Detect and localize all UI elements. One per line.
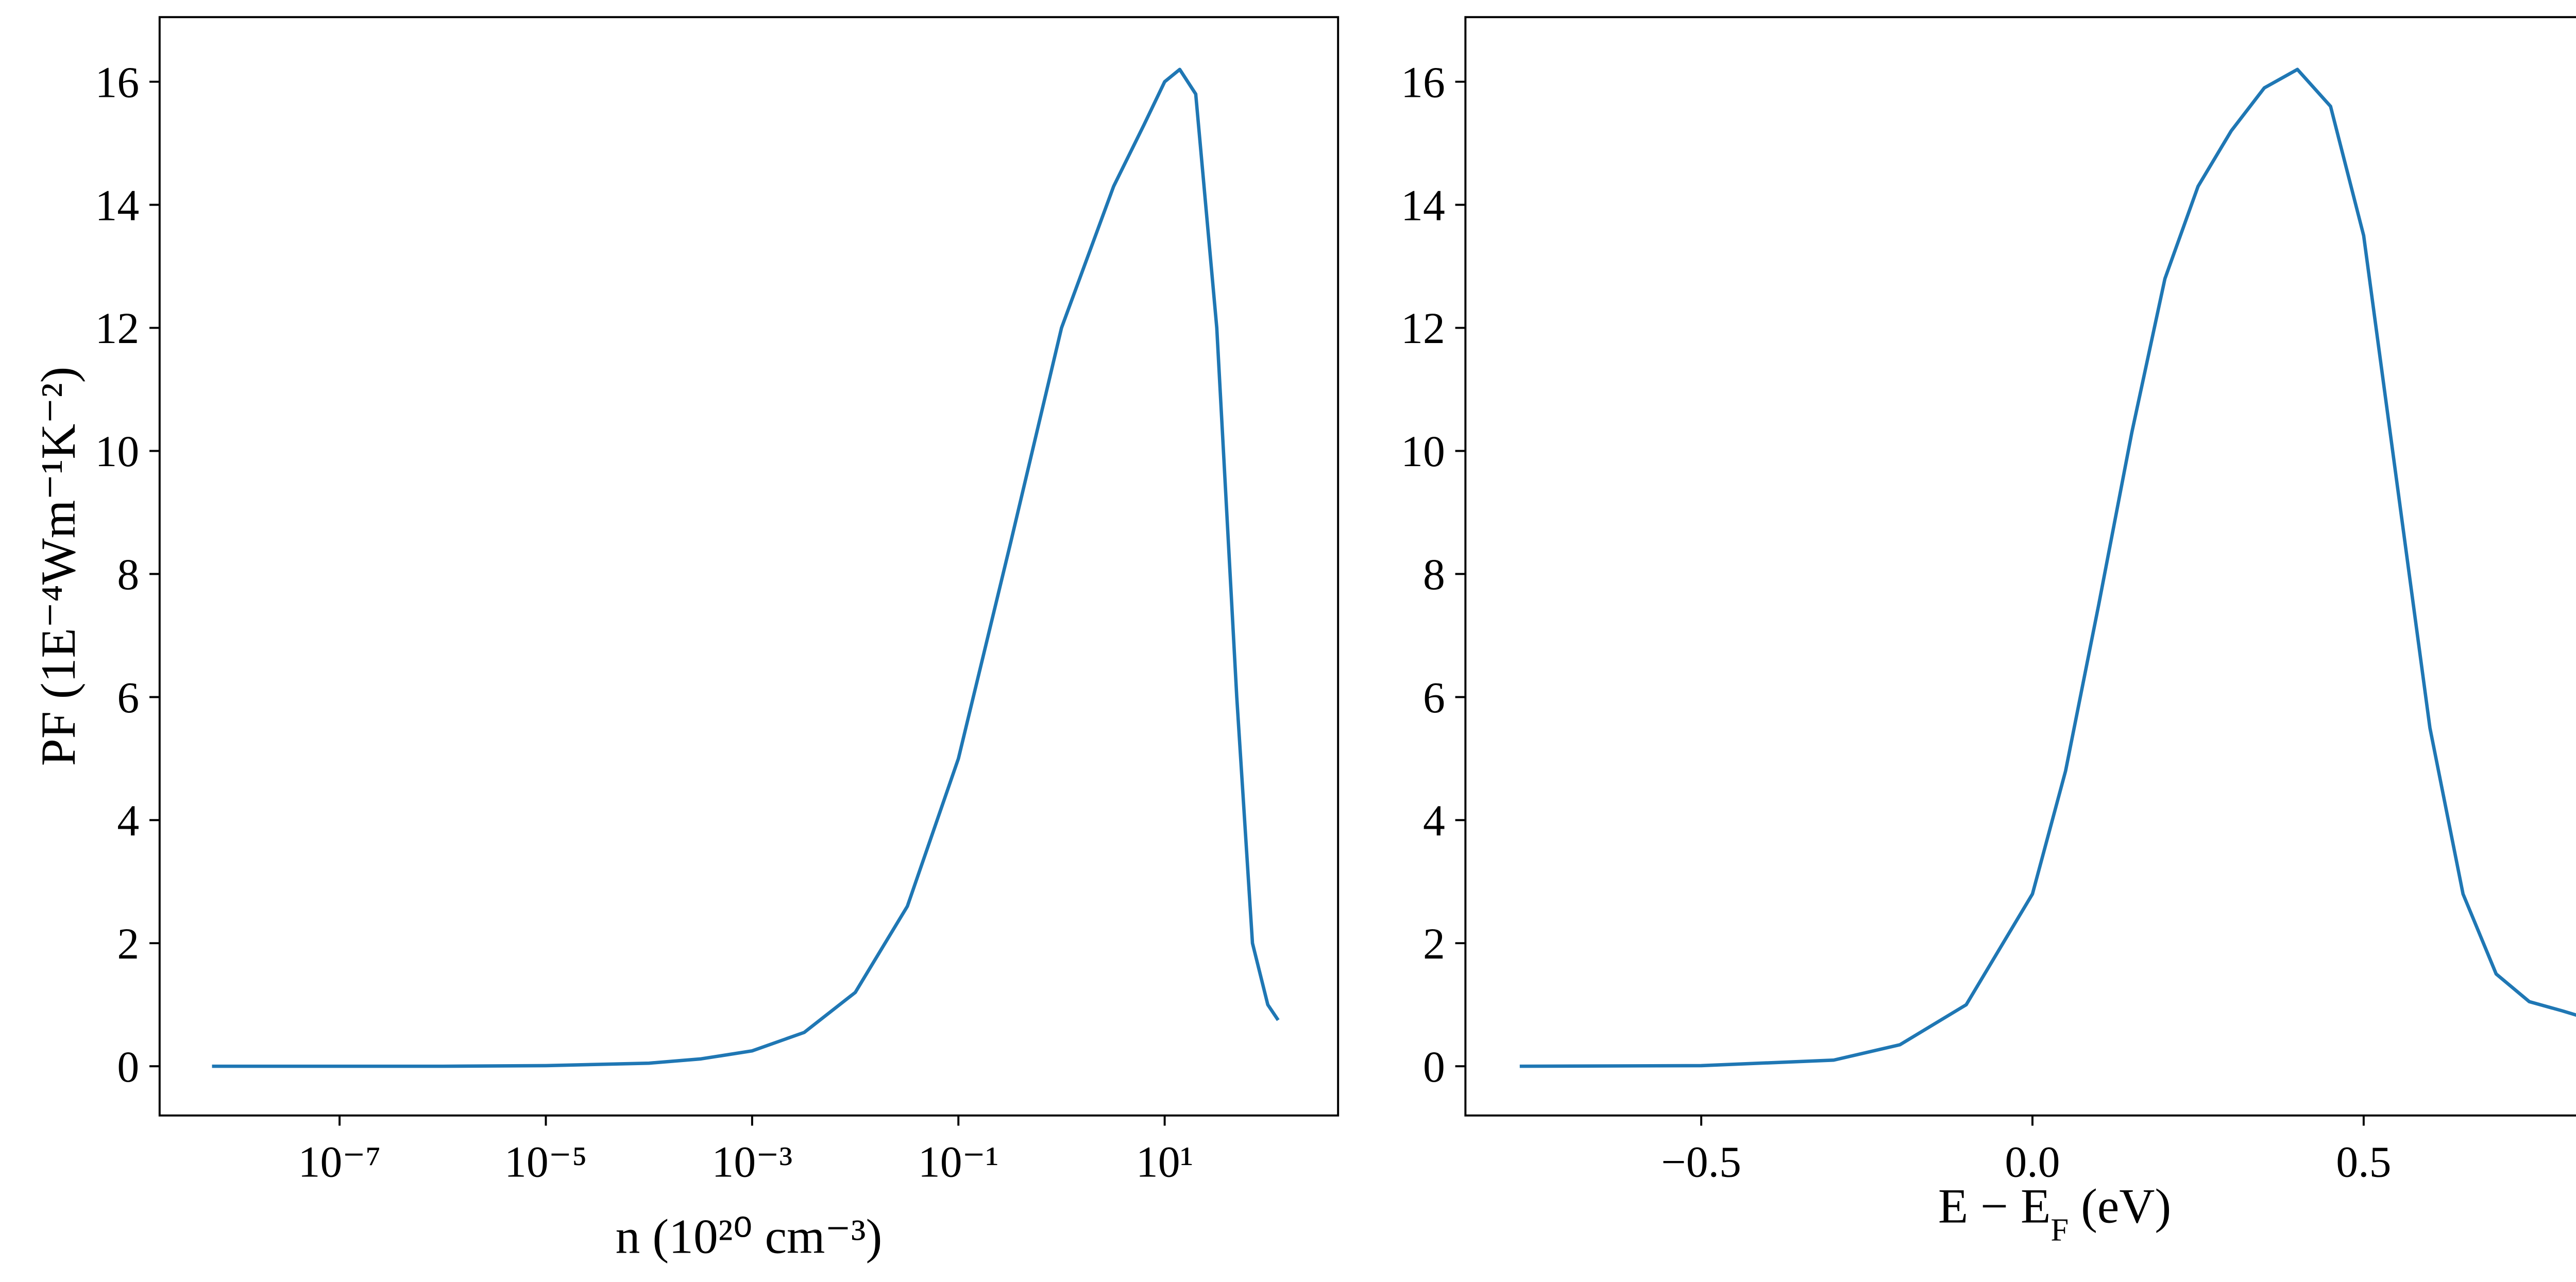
- x-axis-label-part: F: [2050, 1211, 2069, 1247]
- y-axis-label: PF (1E⁻⁴Wm⁻¹K⁻²): [31, 367, 86, 766]
- x-tick-label: 10⁻⁵: [504, 1137, 587, 1186]
- x-axis-label: E − EF (eV): [1938, 1178, 2171, 1247]
- y-tick-label: 14: [1401, 181, 1445, 230]
- y-tick-label: 0: [117, 1042, 139, 1091]
- x-tick-label: 0.0: [2005, 1137, 2060, 1186]
- y-tick-label: 2: [1423, 919, 1445, 968]
- x-axis-label-part: E − E: [1938, 1178, 2050, 1233]
- y-tick-label: 12: [95, 304, 140, 353]
- y-tick-label: 6: [117, 673, 139, 722]
- x-tick-label: 10⁻¹: [918, 1137, 999, 1186]
- x-tick-label: 0.5: [2336, 1137, 2391, 1186]
- y-tick-label: 14: [95, 181, 140, 230]
- y-tick-label: 4: [1423, 796, 1445, 845]
- y-tick-label: 2: [117, 919, 139, 968]
- x-tick-label: 10⁻⁷: [298, 1137, 381, 1186]
- y-tick-label: 10: [95, 427, 140, 476]
- x-tick-label: 10⁻³: [712, 1137, 793, 1186]
- y-tick-label: 8: [117, 550, 139, 599]
- x-axis-label-part: (eV): [2069, 1178, 2171, 1233]
- y-tick-label: 10: [1401, 427, 1445, 476]
- x-tick-label: 10¹: [1136, 1137, 1193, 1186]
- plot-frame: [158, 16, 1340, 1117]
- y-tick-label: 4: [117, 796, 139, 845]
- y-tick-label: 12: [1401, 304, 1445, 353]
- x-axis-label: n (10²⁰ cm⁻³): [616, 1209, 883, 1264]
- plot: 0 2 4 6 8 10 12 14 16 10⁻⁷ 10⁻⁵ 10⁻³ 10⁻¹ 10¹ n (10²⁰ …: [31, 16, 1340, 1264]
- line-series: [1519, 67, 2576, 1068]
- y-tick-label: 16: [1401, 58, 1445, 107]
- y-tick-label: 0: [1423, 1042, 1445, 1091]
- y-tick-label: 16: [95, 58, 140, 107]
- plot: 0 2 4 6 8 10 12 14 16 −0.5 0.0 0.5 E − EF (eV): [1401, 16, 2576, 1247]
- plot-frame: [1464, 16, 2576, 1117]
- y-tick-label: 6: [1423, 673, 1445, 722]
- x-tick-label: −0.5: [1661, 1137, 1741, 1186]
- line-series: [212, 67, 1280, 1068]
- y-tick-label: 8: [1423, 550, 1445, 599]
